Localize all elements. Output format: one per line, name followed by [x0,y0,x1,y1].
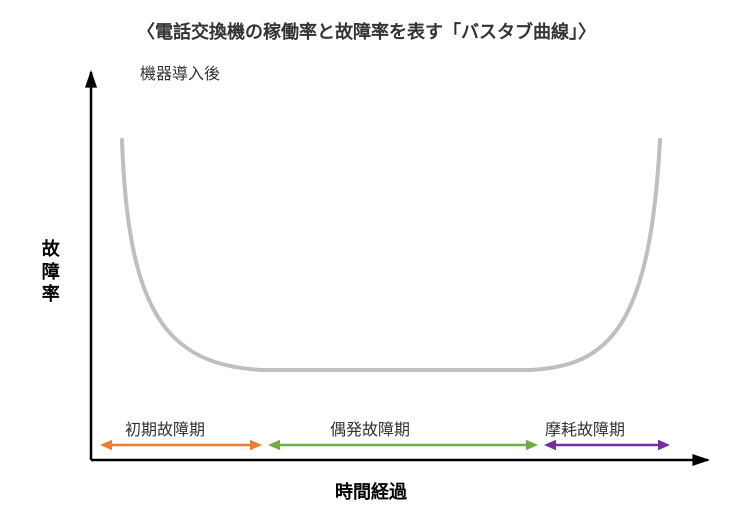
phase-arrow-head-left [268,440,280,450]
phase-arrow-head-right [526,440,538,450]
phase-label: 摩耗故障期 [545,416,625,440]
phase-arrow-head-left [100,440,112,450]
bathtub-curve [122,140,660,370]
phase-label: 初期故障期 [125,416,205,440]
phase-arrow-head-right [250,440,262,450]
phase-arrows [100,440,670,450]
phase-arrow-head-right [658,440,670,450]
phase-label: 偶発故障期 [330,416,410,440]
phase-arrow-head-left [544,440,556,450]
chart-canvas: 〈電話交換機の稼働率と故障率を表す「バスタブ曲線」〉 機器導入後 故障率 時間経… [0,0,733,509]
axes-group [85,70,710,466]
